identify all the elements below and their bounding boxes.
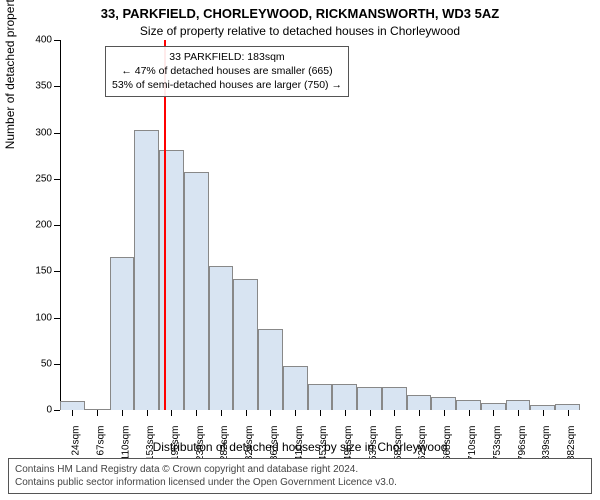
histogram-bar xyxy=(283,366,308,410)
annotation-line2: ← 47% of detached houses are smaller (66… xyxy=(112,64,342,78)
chart-container: 33, PARKFIELD, CHORLEYWOOD, RICKMANSWORT… xyxy=(0,0,600,500)
histogram-bar xyxy=(233,279,258,410)
y-tick-label: 400 xyxy=(20,35,52,46)
footer-attribution: Contains HM Land Registry data © Crown c… xyxy=(8,458,592,494)
histogram-bar xyxy=(159,150,184,410)
y-tick-label: 200 xyxy=(20,220,52,231)
histogram-bar xyxy=(506,400,531,410)
y-tick-label: 100 xyxy=(20,312,52,323)
x-tick xyxy=(246,410,247,416)
x-tick xyxy=(469,410,470,416)
x-tick xyxy=(493,410,494,416)
annotation-line1: 33 PARKFIELD: 183sqm xyxy=(112,50,342,64)
histogram-bar xyxy=(332,384,357,410)
x-tick xyxy=(345,410,346,416)
x-tick xyxy=(543,410,544,416)
x-tick xyxy=(221,410,222,416)
y-tick-label: 0 xyxy=(20,405,52,416)
x-tick xyxy=(171,410,172,416)
chart-title: 33, PARKFIELD, CHORLEYWOOD, RICKMANSWORT… xyxy=(0,6,600,21)
histogram-bar xyxy=(209,266,234,410)
x-tick xyxy=(270,410,271,416)
histogram-bar xyxy=(481,403,506,410)
x-tick xyxy=(419,410,420,416)
y-tick-label: 300 xyxy=(20,127,52,138)
y-tick xyxy=(54,225,60,226)
histogram-bar xyxy=(431,397,456,410)
histogram-bar xyxy=(407,395,432,410)
histogram-bar xyxy=(456,400,481,410)
histogram-bar xyxy=(184,172,209,410)
x-tick xyxy=(444,410,445,416)
x-tick xyxy=(97,410,98,416)
y-tick xyxy=(54,40,60,41)
y-tick-label: 50 xyxy=(20,358,52,369)
histogram-bar xyxy=(308,384,333,410)
histogram-bar xyxy=(134,130,159,410)
footer-line2: Contains public sector information licen… xyxy=(15,476,585,489)
y-tick xyxy=(54,179,60,180)
x-tick xyxy=(370,410,371,416)
histogram-bar xyxy=(60,401,85,410)
histogram-bar xyxy=(382,387,407,410)
x-tick xyxy=(196,410,197,416)
y-tick xyxy=(54,364,60,365)
x-tick xyxy=(295,410,296,416)
histogram-bar xyxy=(258,329,283,410)
x-tick xyxy=(394,410,395,416)
footer-line1: Contains HM Land Registry data © Crown c… xyxy=(15,463,585,476)
annotation-box: 33 PARKFIELD: 183sqm← 47% of detached ho… xyxy=(105,46,349,97)
x-tick xyxy=(72,410,73,416)
y-tick xyxy=(54,86,60,87)
x-tick xyxy=(518,410,519,416)
y-axis-label: Number of detached properties xyxy=(3,0,17,149)
histogram-bar xyxy=(357,387,382,410)
x-tick xyxy=(122,410,123,416)
y-tick xyxy=(54,133,60,134)
y-tick xyxy=(54,318,60,319)
x-tick xyxy=(147,410,148,416)
y-tick-label: 250 xyxy=(20,173,52,184)
chart-subtitle: Size of property relative to detached ho… xyxy=(0,24,600,38)
annotation-line3: 53% of semi-detached houses are larger (… xyxy=(112,78,342,92)
histogram-bar xyxy=(110,257,135,410)
x-tick xyxy=(568,410,569,416)
y-axis-line xyxy=(60,40,61,410)
y-tick-label: 150 xyxy=(20,266,52,277)
y-tick xyxy=(54,271,60,272)
x-tick xyxy=(320,410,321,416)
x-axis-label: Distribution of detached houses by size … xyxy=(0,440,600,454)
y-tick xyxy=(54,410,60,411)
y-tick-label: 350 xyxy=(20,81,52,92)
plot-area: 05010015020025030035040024sqm67sqm110sqm… xyxy=(60,40,580,410)
